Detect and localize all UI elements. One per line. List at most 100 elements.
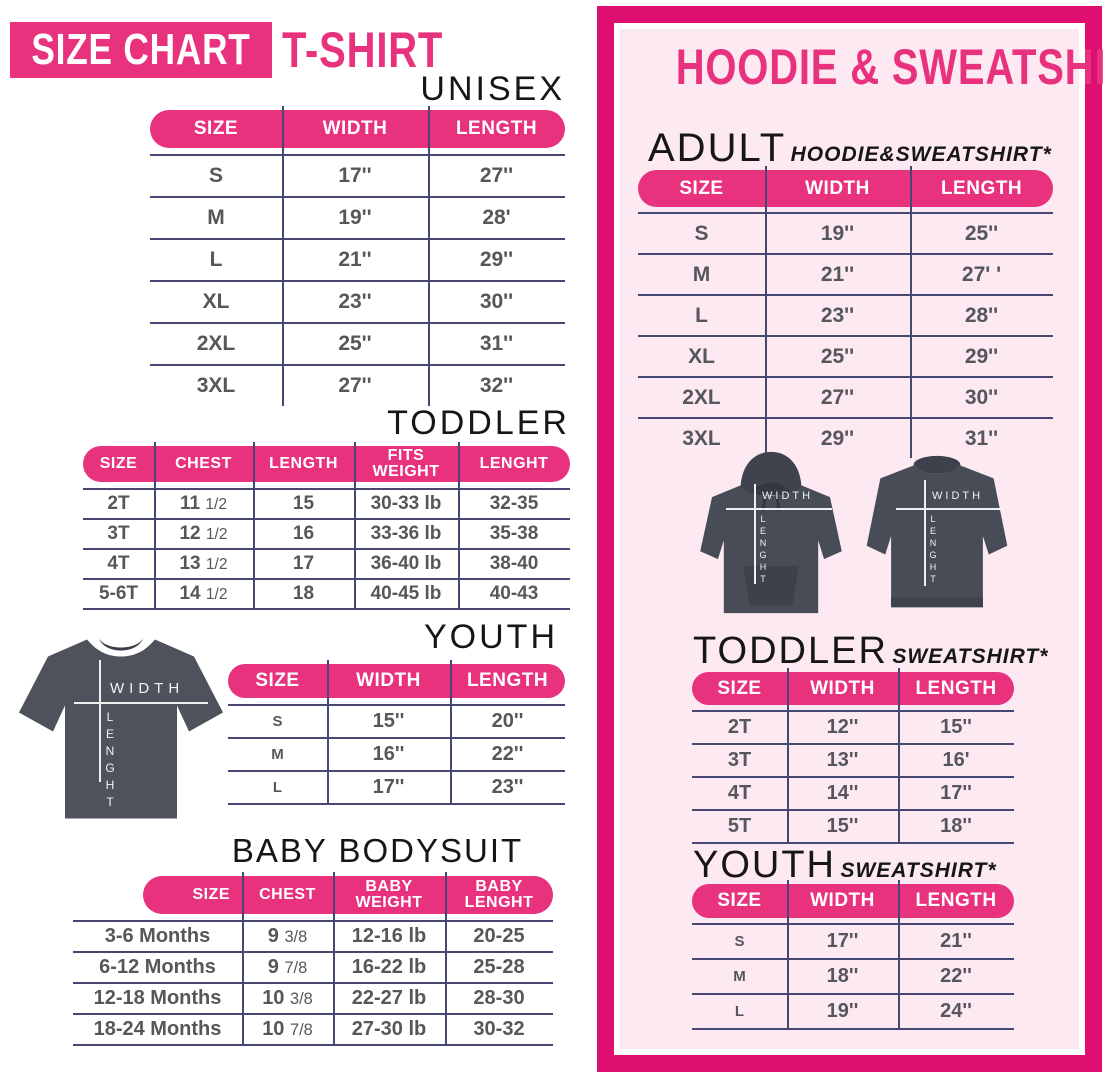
youth-sweatshirt-subtitle: SWEATSHIRT* (840, 859, 997, 882)
table-row: 3XL 27'' 32'' (150, 366, 565, 406)
column-divider (898, 668, 900, 844)
baby-bodysuit-table: SIZE CHEST BABY WEIGHT BABY LENGHT 3-6 M… (73, 872, 553, 1046)
length-label: LENGHT (758, 514, 768, 586)
column-header-size: SIZE (679, 177, 724, 199)
cell-length: 18'' (940, 815, 972, 837)
column-header-baby-lenght: BABY LENGHT (464, 877, 534, 911)
table-row: XL 25'' 29'' (638, 337, 1053, 378)
column-header-width: WIDTH (356, 670, 421, 692)
cell-length: 30'' (479, 290, 514, 313)
toddler-sweatshirt-heading: TODDLER SWEATSHIRT* (693, 630, 1048, 673)
column-divider (445, 872, 447, 1046)
cell-width: 27'' (820, 385, 855, 409)
column-divider (354, 442, 356, 610)
cell-length: 30'' (964, 385, 999, 409)
hoodie-graphic (700, 451, 842, 614)
column-header-size: SIZE (99, 454, 138, 472)
column-header-width: WIDTH (810, 890, 875, 912)
cell-width: 18'' (826, 965, 859, 987)
cell-lenght: 32-35 (489, 493, 539, 514)
column-header-size: SIZE (192, 885, 230, 903)
column-header-size: SIZE (717, 890, 762, 912)
size-chart-badge: SIZE CHART (10, 22, 272, 78)
cell-length: 21'' (940, 930, 972, 952)
table-row: 2XL 27'' 30'' (638, 378, 1053, 419)
column-header-length: LENGTH (466, 670, 549, 692)
toddler-sweatshirt-title: TODDLER (693, 630, 888, 672)
length-measure-line (924, 480, 926, 586)
cell-size: M (733, 968, 746, 985)
cell-fits-weight: 36-40 lb (370, 553, 442, 574)
cell-width: 16'' (372, 743, 405, 765)
column-divider (428, 106, 430, 406)
cell-size: 18-24 Months (93, 1018, 222, 1040)
table-row: 5-6T 14 1/2 18 40-45 lb 40-43 (83, 580, 570, 610)
column-divider (765, 166, 767, 458)
cell-width: 25'' (820, 344, 855, 368)
adult-subtitle: HOODIE&SWEATSHIRT* (790, 143, 1052, 166)
unisex-title: UNISEX (420, 70, 565, 108)
cell-size: XL (688, 344, 715, 368)
toddler-size-table: SIZE CHEST LENGTH FITS WEIGHT LENGHT 2T 1… (83, 442, 570, 610)
table-row: 3T 13'' 16' (692, 745, 1014, 778)
cell-chest: 10 3/8 (262, 987, 313, 1009)
cell-length: 16' (942, 749, 970, 771)
column-divider (154, 442, 156, 610)
table-row: 4T 13 1/2 17 36-40 lb 38-40 (83, 550, 570, 580)
cell-length: 18 (292, 583, 315, 604)
tshirt-illustration: WIDTH LENGHT (10, 612, 232, 830)
cell-chest: 11 1/2 (179, 493, 228, 514)
column-divider (787, 880, 789, 1030)
column-header-size: SIZE (255, 670, 300, 692)
cell-length: 15'' (940, 716, 972, 738)
table-header: SIZE CHEST LENGTH FITS WEIGHT LENGHT (83, 446, 570, 482)
cell-length: 22'' (940, 965, 972, 987)
column-header-length: LENGTH (269, 454, 338, 472)
cell-length: 15 (292, 493, 315, 514)
cell-size: 2T (727, 716, 752, 738)
table-header: SIZE WIDTH LENGTH (150, 110, 565, 148)
column-header-width: WIDTH (805, 177, 870, 199)
cell-chest: 9 3/8 (267, 925, 308, 947)
table-header: SIZE WIDTH LENGTH (692, 884, 1014, 918)
cell-fits-weight: 30-33 lb (370, 493, 442, 514)
cell-width: 15'' (372, 710, 405, 732)
cell-width: 15'' (826, 815, 859, 837)
header-pill (228, 664, 565, 698)
hoodie-illustration: WIDTH LENGHT (692, 448, 850, 620)
size-chart-label: SIZE CHART (31, 25, 251, 74)
width-measure-line (726, 508, 832, 510)
cell-size: 3T (107, 523, 130, 544)
column-divider (242, 872, 244, 1046)
column-divider (327, 660, 329, 805)
cell-lenght: 35-38 (489, 523, 539, 544)
table-header: SIZE CHEST BABY WEIGHT BABY LENGHT (73, 876, 553, 914)
sweatshirt-illustration: WIDTH LENGHT (858, 452, 1016, 618)
width-measure-line (896, 508, 1002, 510)
column-header-length: LENGTH (455, 118, 538, 140)
table-row: 2T 11 1/2 15 30-33 lb 32-35 (83, 490, 570, 520)
unisex-size-table: SIZE WIDTH LENGTH S 17'' 27'' M 19'' 28' L 21… (150, 106, 565, 406)
table-row: 3-6 Months 9 3/8 12-16 lb 20-25 (73, 922, 553, 953)
cell-width: 29'' (820, 426, 855, 450)
cell-length: 27' ' (961, 262, 1002, 286)
cell-length: 27'' (479, 164, 514, 187)
tshirt-category-title: T-SHIRT (282, 22, 444, 78)
cell-baby-lenght: 25-28 (473, 956, 525, 978)
cell-length: 29'' (479, 248, 514, 271)
column-header-width: WIDTH (810, 677, 875, 699)
cell-length: 22'' (491, 743, 524, 765)
youth-sweatshirt-table: SIZE WIDTH LENGTH S 17'' 21'' M 18'' 22'' L 1… (692, 880, 1014, 1030)
table-row: 2XL 25'' 31'' (150, 324, 565, 366)
toddler-sweatshirt-subtitle: SWEATSHIRT* (892, 645, 1049, 668)
cell-lenght: 40-43 (489, 583, 539, 604)
cell-width: 14'' (826, 782, 859, 804)
cell-size: 2XL (196, 332, 236, 355)
cell-length: 17'' (940, 782, 972, 804)
header-pill (83, 446, 570, 482)
column-header-fits-weight: FITS WEIGHT (372, 446, 440, 480)
table-row: M 18'' 22'' (692, 960, 1014, 995)
table-row: 18-24 Months 10 7/8 27-30 lb 30-32 (73, 1015, 553, 1046)
cell-fits-weight: 33-36 lb (370, 523, 442, 544)
cell-size: M (207, 206, 225, 229)
